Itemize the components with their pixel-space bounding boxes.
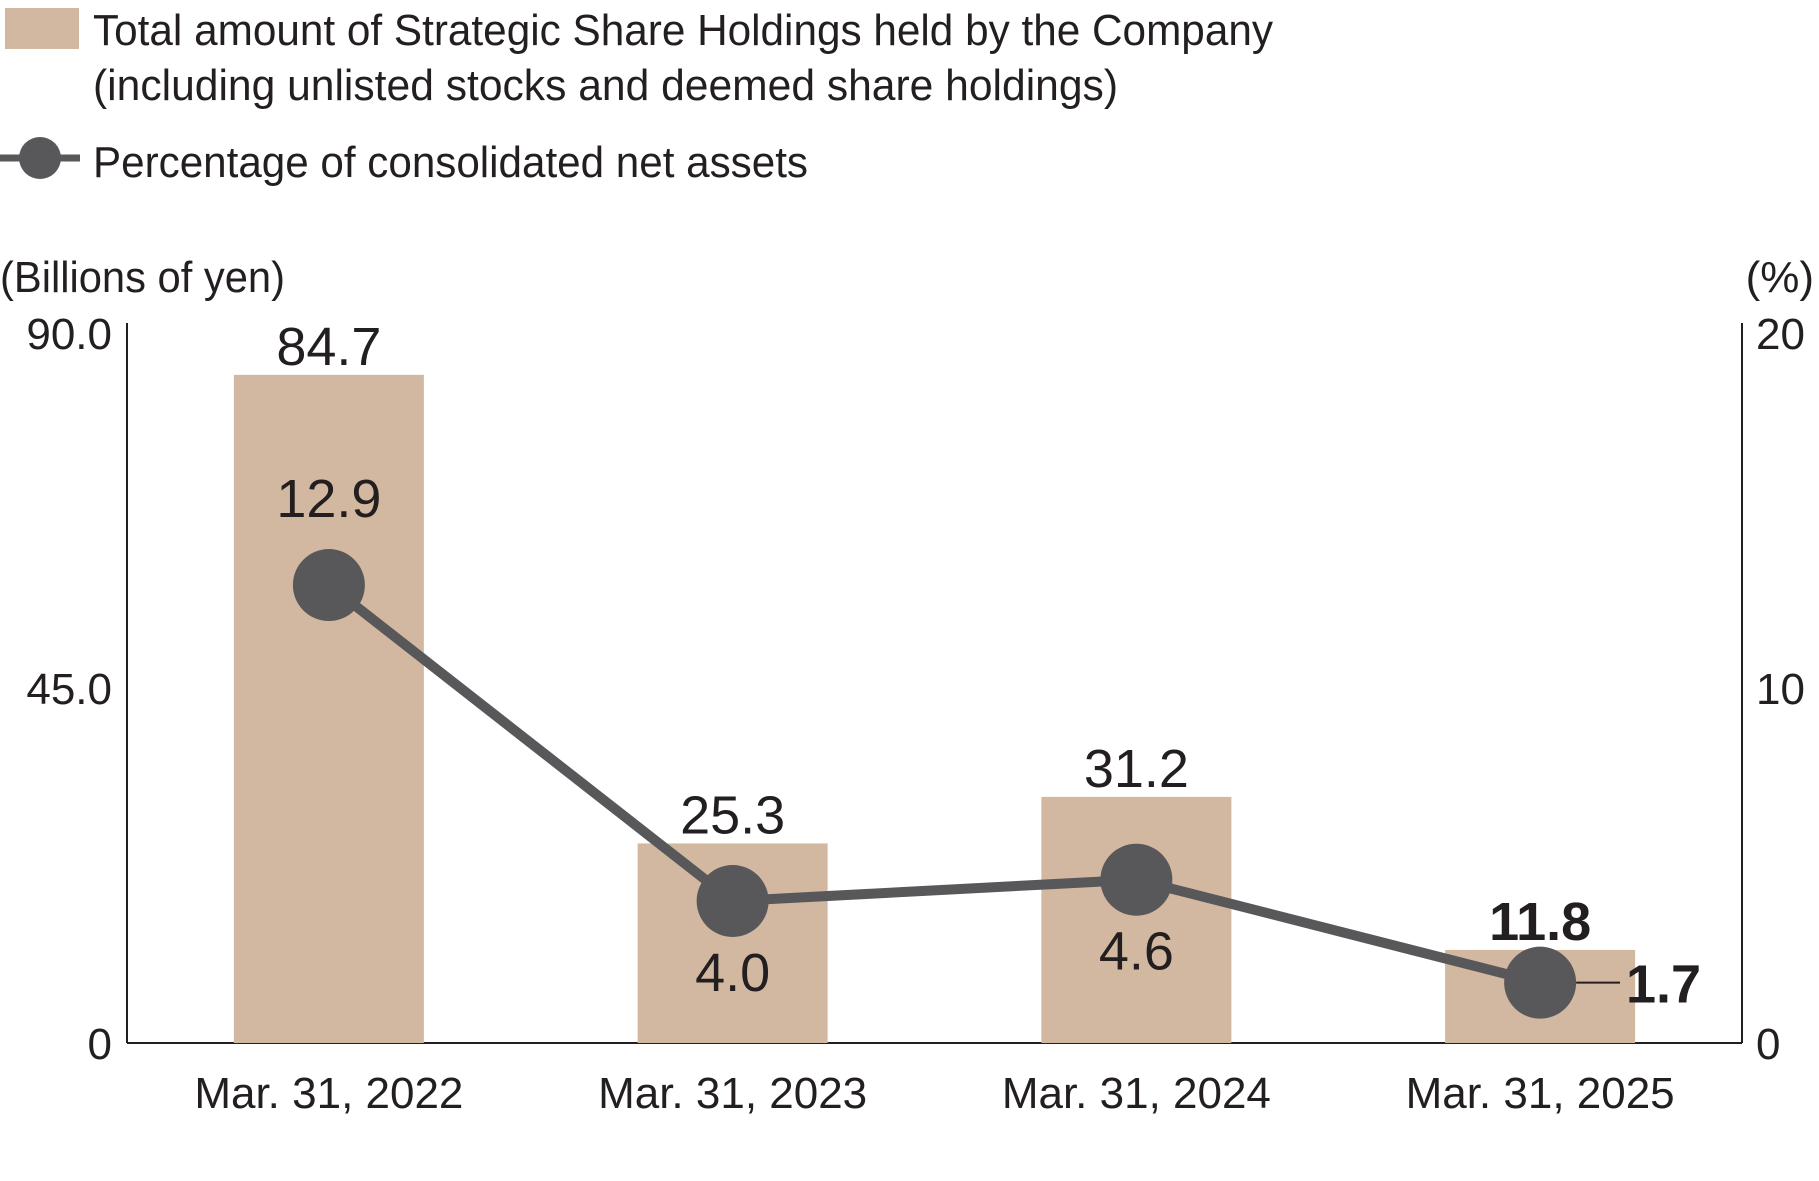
x-tick-labels: Mar. 31, 2022 Mar. 31, 2023 Mar. 31, 2024 M… — [194, 1069, 1674, 1118]
y-tick-left-label: 0 — [88, 1020, 112, 1069]
legend-line-marker — [19, 137, 61, 179]
percentage-point — [1100, 843, 1173, 916]
y-tick-right-label: 0 — [1756, 1020, 1780, 1069]
y-tick-right-label: 10 — [1756, 665, 1805, 714]
bar-value-label: 11.8 — [1489, 892, 1591, 952]
y-axis-left-label: (Billions of yen) — [0, 253, 285, 302]
legend-bar-label-line1: Total amount of Strategic Share Holdings… — [93, 6, 1273, 55]
percentage-value-label: 4.0 — [695, 943, 770, 1003]
legend-bar-label-line2: (including unlisted stocks and deemed sh… — [93, 61, 1118, 110]
bar — [1041, 796, 1232, 1043]
percentage-line: 12.9 4.0 4.6 1.7 — [276, 469, 1701, 1019]
y-tick-left-label: 90.0 — [26, 310, 112, 359]
percentage-line-path — [325, 581, 1542, 988]
percentage-value-label: 12.9 — [276, 469, 381, 529]
x-tick-label: Mar. 31, 2022 — [194, 1069, 463, 1118]
legend: Total amount of Strategic Share Holdings… — [0, 6, 1273, 187]
bar-value-labels: 84.7 25.3 31.2 11.8 — [276, 317, 1591, 952]
bar — [233, 374, 424, 1043]
y-tick-right-label: 20 — [1756, 310, 1805, 359]
legend-line-label: Percentage of consolidated net assets — [93, 138, 808, 187]
y-ticks-right: 0 10 20 — [1756, 310, 1805, 1069]
bars — [233, 374, 1636, 1043]
percentage-point — [292, 549, 365, 622]
percentage-point — [1504, 946, 1577, 1019]
percentage-value-label: 1.7 — [1626, 955, 1701, 1015]
bar-value-label: 84.7 — [276, 317, 381, 377]
x-tick-label: Mar. 31, 2024 — [1002, 1069, 1271, 1118]
y-tick-left-label: 45.0 — [26, 665, 112, 714]
y-ticks-left: 0 45.0 90.0 — [26, 310, 112, 1069]
x-tick-label: Mar. 31, 2023 — [598, 1069, 867, 1118]
percentage-value-label: 4.6 — [1099, 922, 1174, 982]
bar-value-label: 31.2 — [1084, 739, 1189, 799]
percentage-point — [696, 865, 769, 937]
bar-value-label: 25.3 — [680, 785, 785, 845]
x-tick-label: Mar. 31, 2025 — [1406, 1069, 1675, 1118]
legend-bar-swatch — [5, 8, 79, 49]
y-axis-right-label: (%) — [1746, 253, 1814, 302]
